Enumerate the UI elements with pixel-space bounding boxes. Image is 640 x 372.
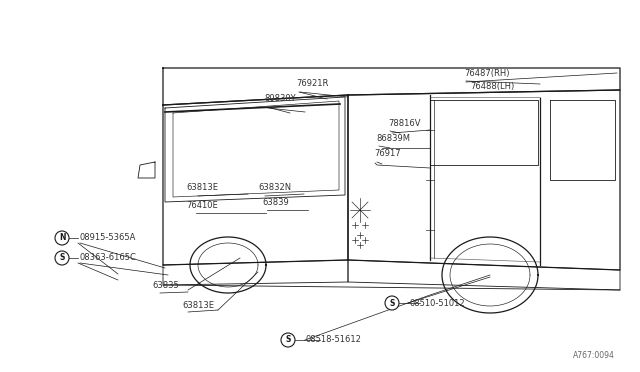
Text: 76410E: 76410E — [186, 201, 218, 210]
Text: 76488(LH): 76488(LH) — [470, 82, 515, 91]
Text: 76921R: 76921R — [296, 79, 328, 88]
Text: 86839M: 86839M — [376, 134, 410, 143]
Text: 80830Y: 80830Y — [264, 94, 296, 103]
Text: N: N — [59, 234, 65, 243]
Circle shape — [281, 333, 295, 347]
Text: A767:0094: A767:0094 — [573, 351, 615, 360]
Text: 08510-51012: 08510-51012 — [409, 298, 465, 308]
Text: 08518-51612: 08518-51612 — [305, 336, 361, 344]
Text: 63832N: 63832N — [258, 183, 291, 192]
Text: S: S — [60, 253, 65, 263]
Text: 63813E: 63813E — [186, 183, 218, 192]
Text: 08363-6165C: 08363-6165C — [79, 253, 136, 263]
Text: 78816V: 78816V — [388, 119, 420, 128]
Text: 63813E: 63813E — [182, 301, 214, 310]
Circle shape — [55, 231, 69, 245]
Circle shape — [385, 296, 399, 310]
Text: S: S — [285, 336, 291, 344]
Text: 76917: 76917 — [374, 149, 401, 158]
Text: 08915-5365A: 08915-5365A — [79, 234, 136, 243]
Text: 76487(RH): 76487(RH) — [464, 69, 509, 78]
Text: 63835: 63835 — [152, 281, 179, 290]
Circle shape — [55, 251, 69, 265]
Text: S: S — [389, 298, 395, 308]
Text: 63839: 63839 — [262, 198, 289, 207]
